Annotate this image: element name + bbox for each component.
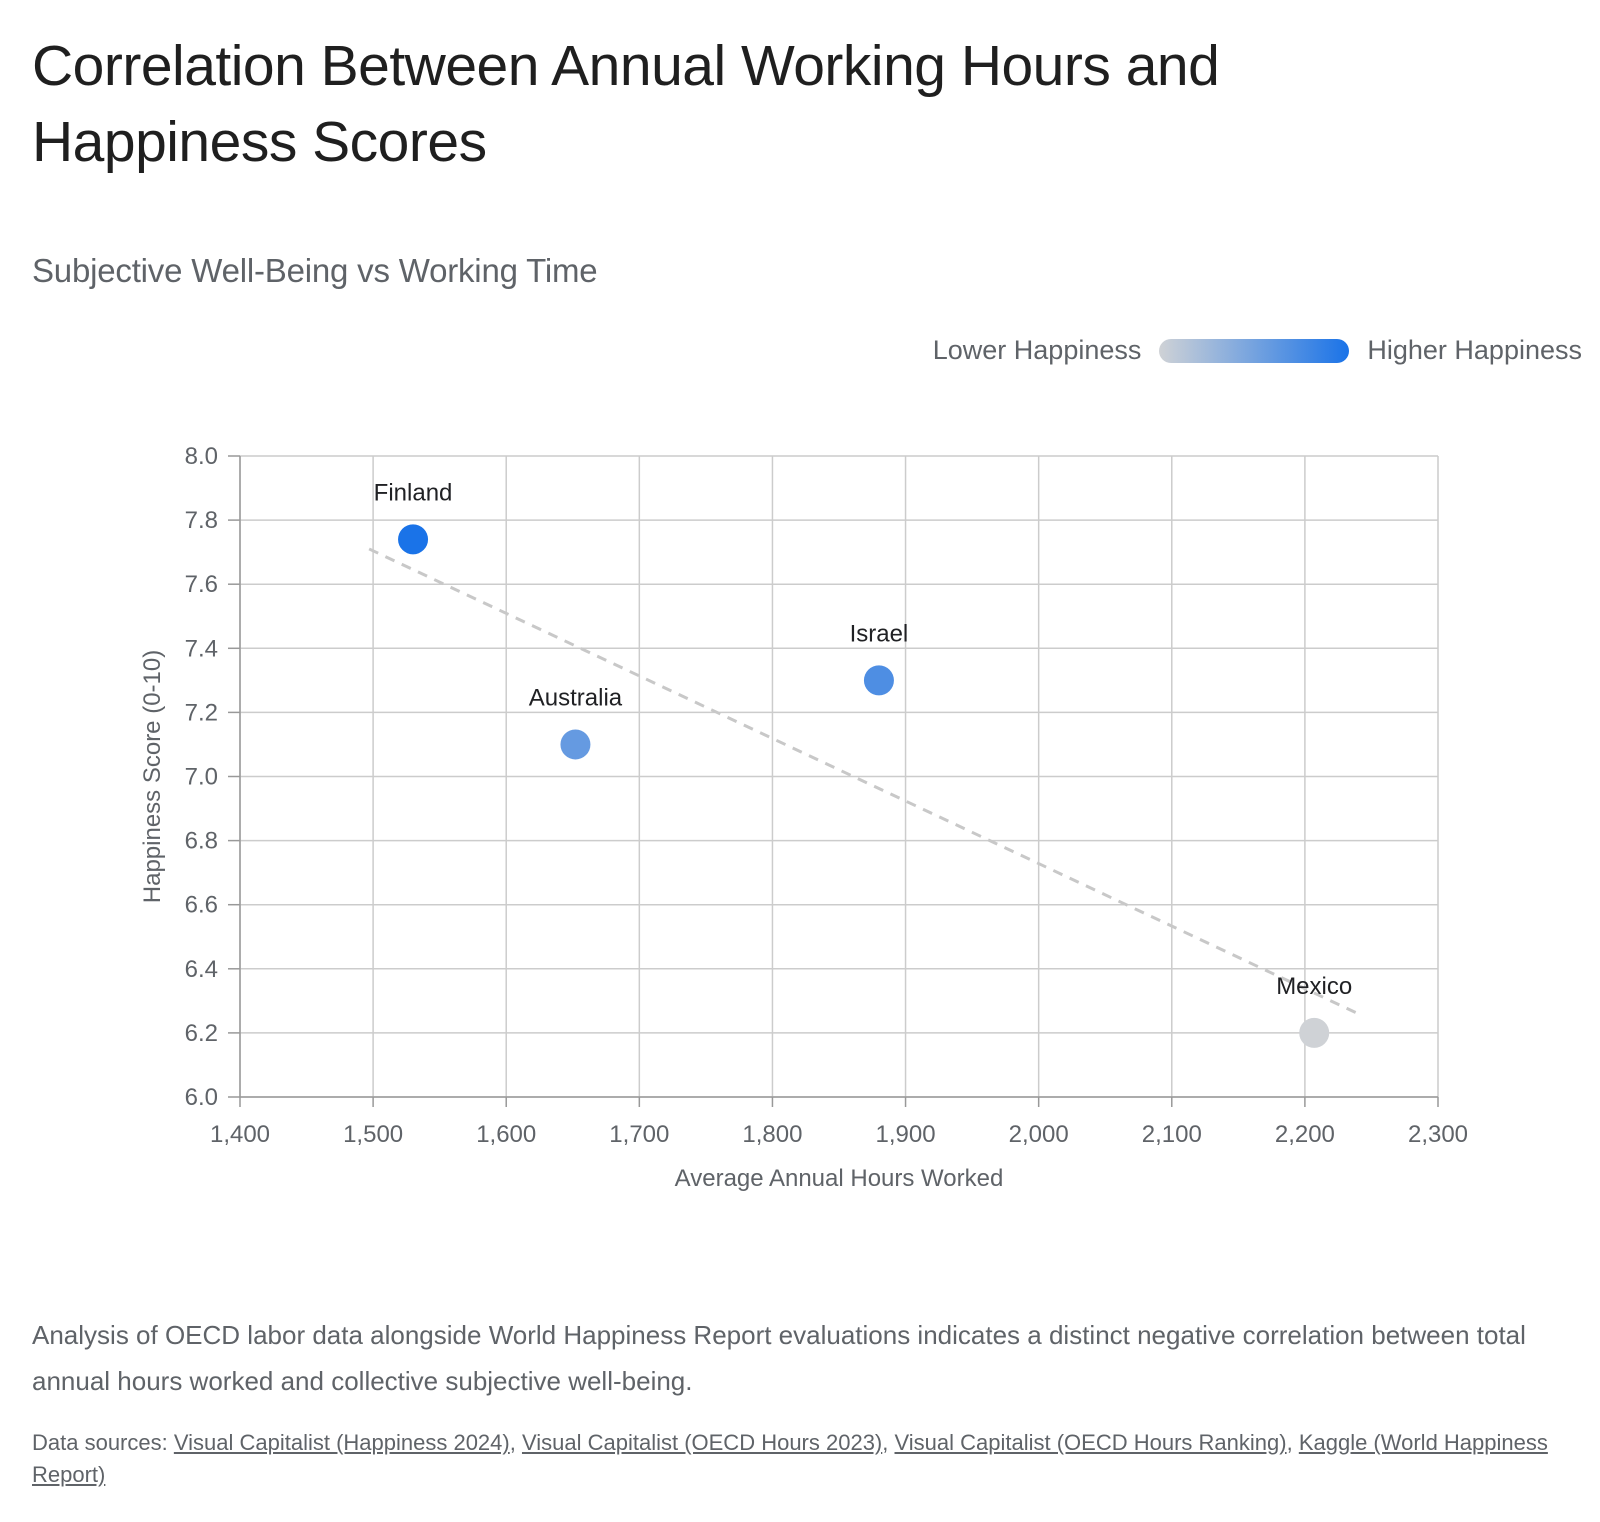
- y-tick-label: 6.2: [185, 1020, 218, 1047]
- x-tick-label: 1,500: [343, 1121, 403, 1148]
- point-label-finland: Finland: [374, 479, 453, 506]
- y-tick-label: 6.0: [185, 1084, 218, 1111]
- x-tick-label: 2,200: [1275, 1121, 1335, 1148]
- scatter-chart: 6.06.26.46.66.87.07.27.47.67.88.0 1,400 1…: [139, 443, 1468, 1192]
- axes: [228, 455, 1439, 1107]
- y-tick-label: 7.0: [185, 764, 218, 791]
- point-israel: [863, 665, 894, 696]
- x-tick-labels: 1,400 1,500 1,600 1,700 1,800 1,900 2,000 2,100…: [210, 1121, 1468, 1148]
- chart-description: Analysis of OECD labor data alongside Wo…: [32, 1320, 1526, 1396]
- sources-separator: ,: [509, 1430, 522, 1455]
- y-tick-label: 6.6: [185, 892, 218, 919]
- x-tick-label: 1,900: [876, 1121, 936, 1148]
- y-tick-labels: 6.0 6.2 6.4 6.6 6.8 7.0 7.2 7.4 7.6 7.8 8.0: [185, 443, 218, 1111]
- y-tick-label: 8.0: [185, 443, 218, 470]
- color-legend: Lower Happiness Higher Happiness: [933, 335, 1582, 366]
- source-link-happiness-2024[interactable]: Visual Capitalist (Happiness 2024): [173, 1430, 510, 1455]
- y-tick-label: 6.8: [185, 828, 218, 855]
- y-tick-label: 7.4: [185, 635, 218, 662]
- point-label-mexico: Mexico: [1276, 973, 1352, 1000]
- trendline: [368, 547, 1359, 1016]
- legend-low-label: Lower Happiness: [932, 335, 1142, 365]
- legend-high-label: Higher Happiness: [1367, 335, 1582, 365]
- point-mexico: [1299, 1017, 1330, 1048]
- source-link-kaggle-world-happiness[interactable]: Kaggle (World Happiness Report): [32, 1430, 1548, 1487]
- x-tick-label: 1,800: [742, 1121, 802, 1148]
- source-link-oecd-hours-2023[interactable]: Visual Capitalist (OECD Hours 2023): [521, 1430, 883, 1455]
- y-tick-label: 7.8: [185, 507, 218, 534]
- y-tick-label: 6.4: [185, 956, 218, 983]
- x-tick-label: 1,400: [210, 1121, 270, 1148]
- x-tick-label: 2,100: [1142, 1121, 1202, 1148]
- y-axis-label: Happiness Score (0-10): [139, 650, 166, 903]
- point-label-israel: Israel: [850, 620, 909, 647]
- sources-separator: ,: [882, 1430, 895, 1455]
- x-tick-label: 1,600: [476, 1121, 536, 1148]
- x-tick-label: 2,300: [1408, 1121, 1468, 1148]
- data-sources: Data sources: Visual Capitalist (Happine…: [32, 1427, 1562, 1491]
- legend-gradient-bar: [1159, 338, 1350, 363]
- sources-prefix: Data sources:: [32, 1430, 174, 1455]
- point-label-australia: Australia: [529, 684, 623, 711]
- x-tick-label: 1,700: [609, 1121, 669, 1148]
- x-axis-label: Average Annual Hours Worked: [675, 1165, 1004, 1192]
- chart-subtitle: Subjective Well-Being vs Working Time: [32, 252, 598, 289]
- point-finland: [398, 524, 429, 555]
- y-tick-label: 7.6: [185, 571, 218, 598]
- y-tick-label: 7.2: [185, 699, 218, 726]
- source-link-oecd-hours-ranking[interactable]: Visual Capitalist (OECD Hours Ranking): [894, 1430, 1287, 1455]
- data-points: Finland Australia Israel Mexico: [374, 479, 1352, 1048]
- chart-title: Correlation Between Annual Working Hours…: [32, 34, 1220, 174]
- point-australia: [560, 729, 591, 760]
- sources-separator: ,: [1286, 1430, 1299, 1455]
- x-tick-label: 2,000: [1009, 1121, 1069, 1148]
